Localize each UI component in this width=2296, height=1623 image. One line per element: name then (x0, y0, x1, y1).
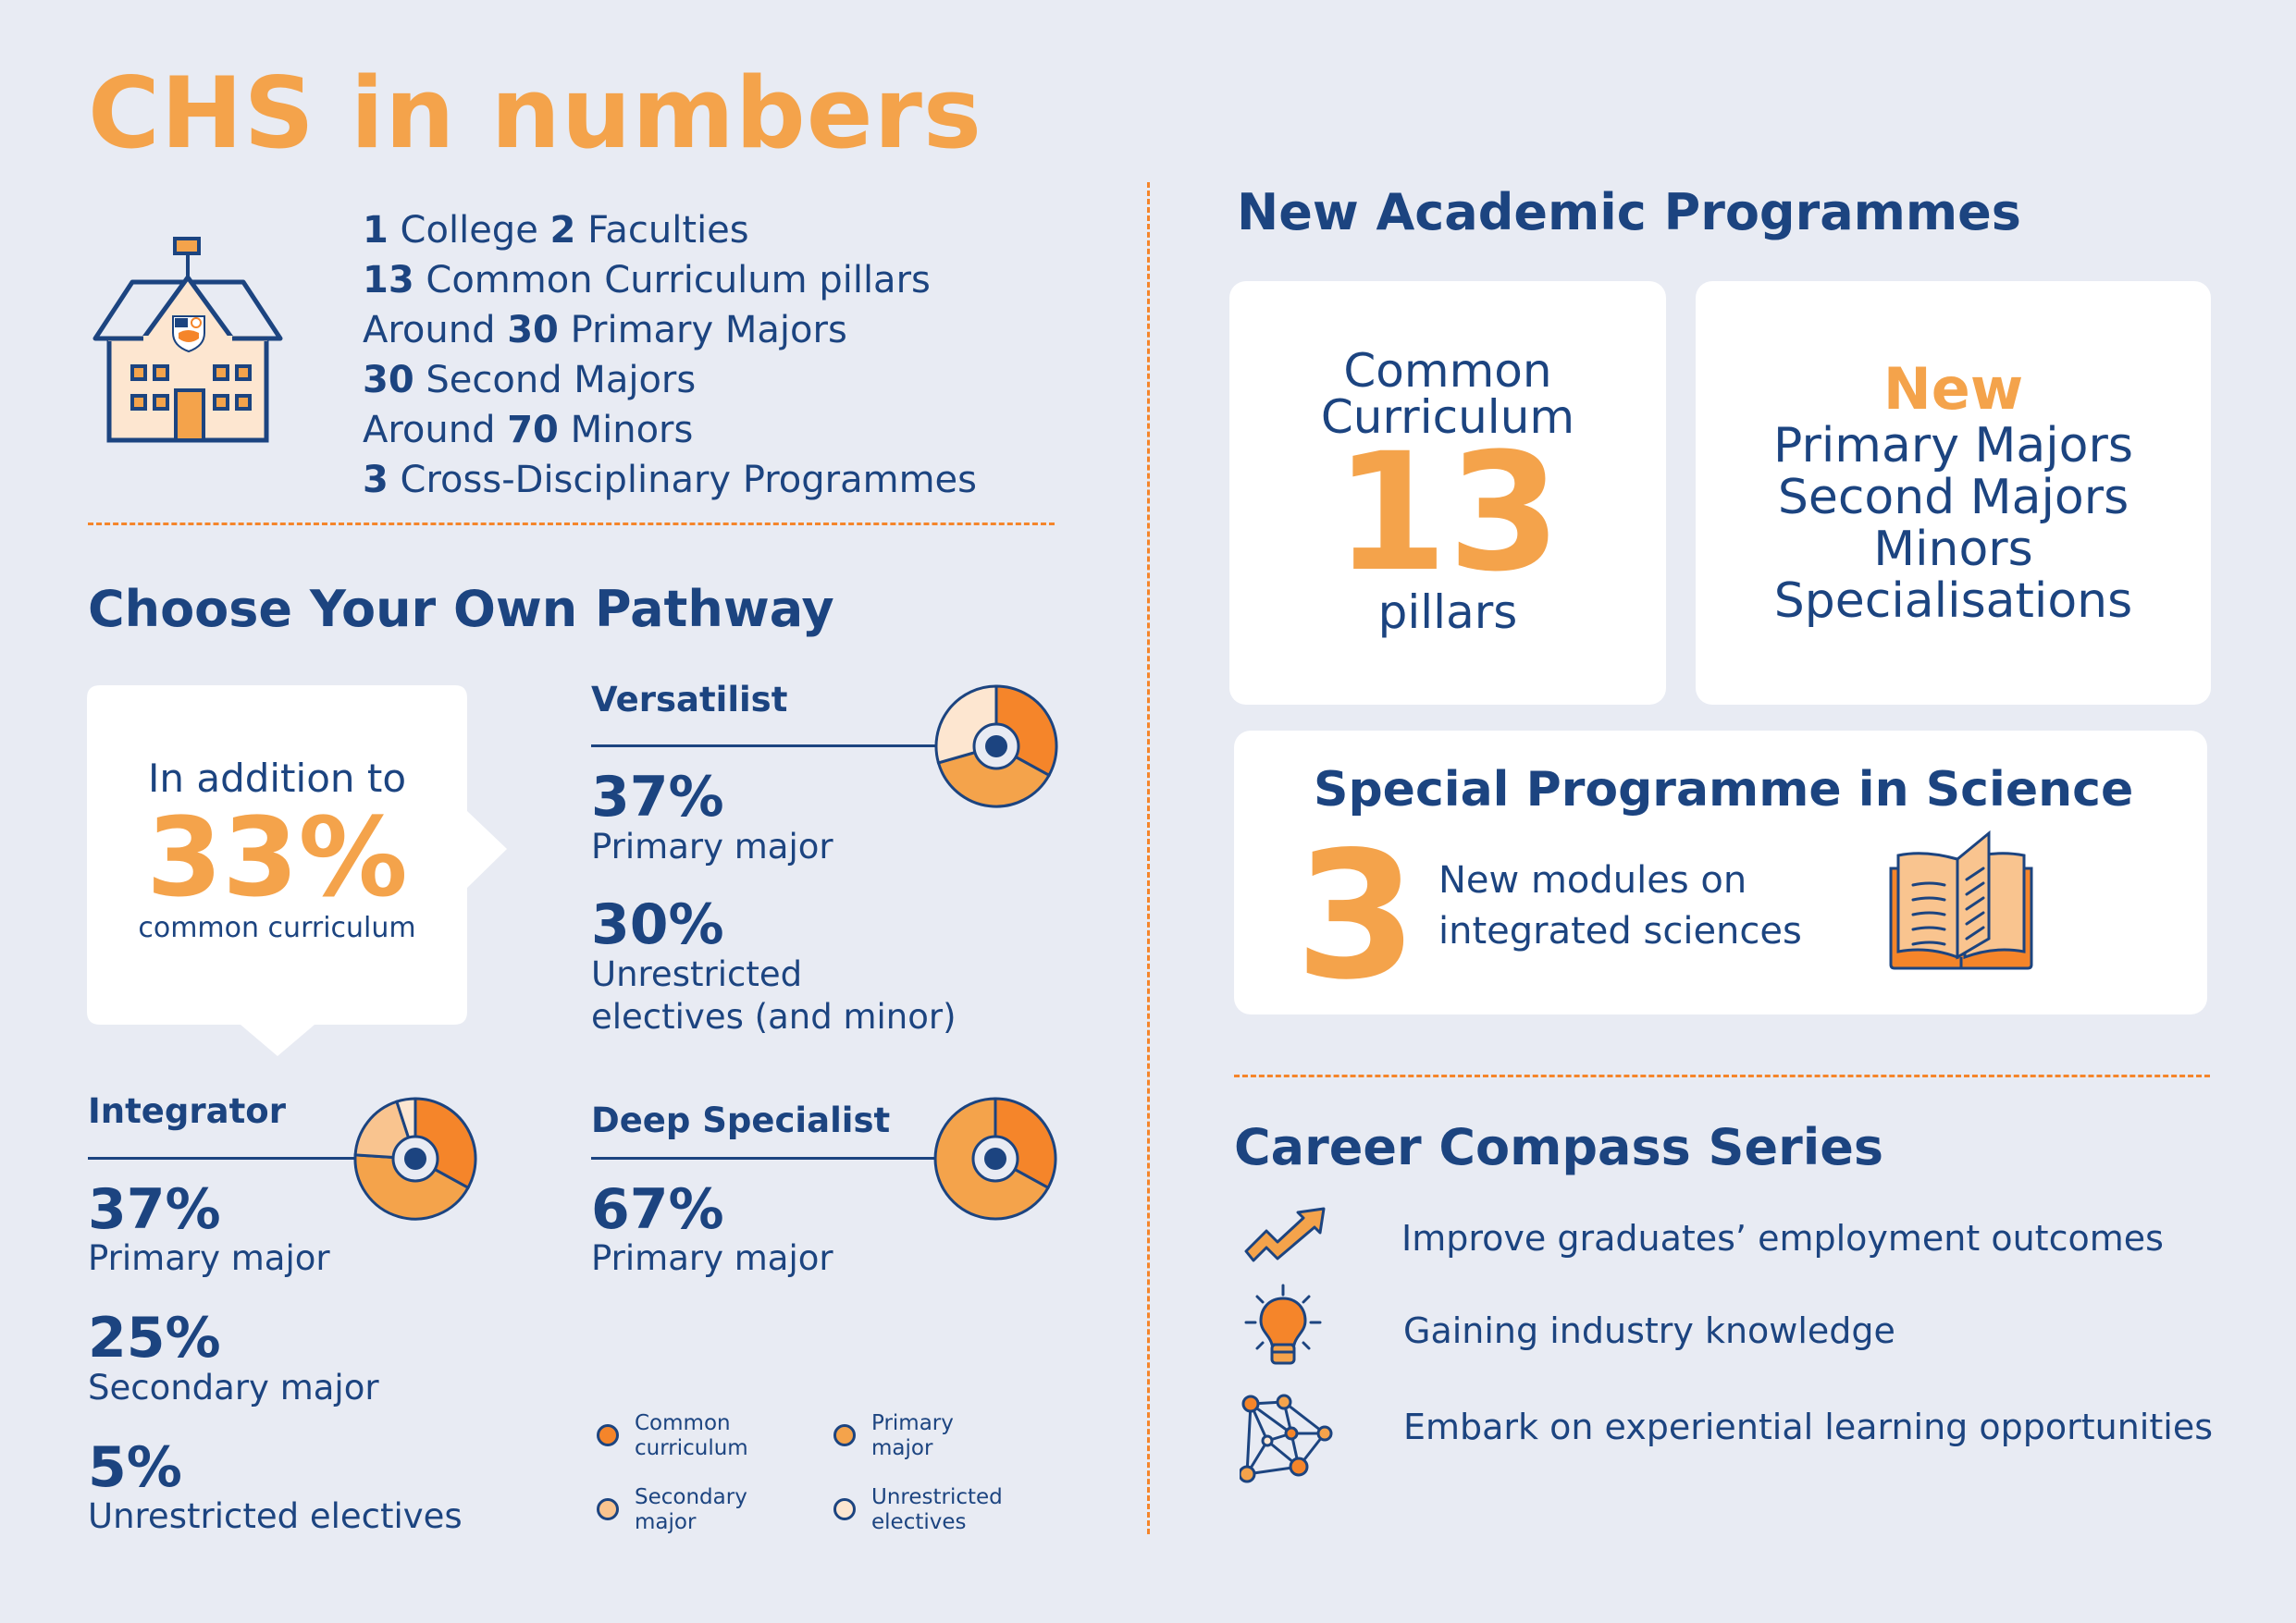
legend-dot-unrestricted-electives (833, 1498, 856, 1520)
trending-up-icon (1244, 1207, 1326, 1262)
legend-dot-common-curriculum (597, 1424, 619, 1446)
programme-item: Primary Majors (1773, 418, 2133, 473)
lightbulb-icon (1244, 1284, 1322, 1365)
programmes-heading: New Academic Programmes (1237, 183, 2021, 241)
facts-list: 1 College 2 Faculties 13 Common Curricul… (363, 205, 977, 505)
divider-right (1234, 1075, 2210, 1077)
fact-item: 13 Common Curriculum pillars (363, 259, 931, 301)
network-icon (1240, 1394, 1333, 1483)
versatilist-donut-chart (934, 684, 1058, 808)
science-description: New modules on integrated sciences (1438, 859, 1802, 953)
integrator-stat-label: Unrestricted electives (88, 1496, 463, 1536)
divider-left (88, 523, 1055, 525)
legend-dot-primary-major (833, 1424, 856, 1446)
callout-intro: In addition to (147, 756, 407, 801)
integrator-stat-label: Secondary major (88, 1368, 379, 1408)
legend-label: Common curriculum (635, 1411, 748, 1460)
integrator-donut-chart (353, 1097, 477, 1221)
programme-item: Minors (1873, 522, 2033, 577)
career-heading: Career Compass Series (1234, 1118, 1883, 1176)
deep-specialist-stat-label: Primary major (591, 1238, 833, 1278)
versatilist-stat-label: Primary major (591, 827, 833, 867)
page-title: CHS in numbers (88, 56, 982, 170)
pathway-heading: Choose Your Own Pathway (88, 580, 834, 638)
callout-content: In addition to 33% common curriculum (87, 755, 467, 945)
deep-specialist-donut-chart (933, 1097, 1057, 1221)
integrator-stat-value: 25% (88, 1306, 221, 1371)
versatilist-stat-value: 37% (591, 765, 724, 830)
legend-label: Primary major (871, 1411, 954, 1460)
legend-label: Unrestricted electives (871, 1485, 1003, 1534)
common-curriculum-card: Common Curriculum 13 pillars (1229, 281, 1666, 705)
versatilist-stat-value: 30% (591, 892, 724, 957)
integrator-stat-value: 37% (88, 1177, 221, 1242)
legend-label: Secondary major (635, 1485, 747, 1534)
deep-specialist-rule (591, 1157, 935, 1160)
integrator-title: Integrator (88, 1091, 286, 1131)
callout-label: common curriculum (138, 912, 416, 944)
versatilist-title: Versatilist (591, 680, 788, 719)
fact-item: Around 70 Minors (363, 409, 694, 451)
versatilist-stat-label: electives (and minor) (591, 997, 957, 1037)
deep-specialist-stat-value: 67% (591, 1177, 724, 1242)
new-badge: New (1882, 355, 2024, 423)
open-book-icon (1889, 830, 2033, 970)
programme-item: Specialisations (1773, 573, 2133, 629)
fact-item: 1 College 2 Faculties (363, 209, 749, 252)
integrator-stat-value: 5% (88, 1435, 182, 1500)
versatilist-rule (591, 744, 935, 747)
programme-item: Second Majors (1777, 470, 2129, 525)
divider-vertical (1147, 182, 1150, 1534)
fact-item: Around 30 Primary Majors (363, 309, 847, 351)
career-item-text: Improve graduates’ employment outcomes (1401, 1218, 2164, 1259)
legend: Common curriculum Primary major Secondary m… (597, 1411, 1022, 1541)
science-module-count: 3 (1295, 814, 1418, 1018)
versatilist-stat-label: Unrestricted (591, 954, 803, 994)
career-item-text: Gaining industry knowledge (1403, 1310, 1895, 1351)
science-card (1234, 731, 2207, 1014)
fact-item: 3 Cross-Disciplinary Programmes (363, 459, 977, 501)
school-building-icon (93, 237, 283, 443)
new-programmes-card: New Primary Majors Second Majors Minors … (1696, 281, 2211, 705)
integrator-stat-label: Primary major (88, 1238, 330, 1278)
callout-box (87, 685, 507, 1056)
pillars-count: 13 (1334, 418, 1562, 608)
deep-specialist-title: Deep Specialist (591, 1100, 891, 1140)
legend-dot-secondary-major (597, 1498, 619, 1520)
fact-item: 30 Second Majors (363, 359, 697, 401)
callout-value: 33% (146, 793, 408, 921)
career-item-text: Embark on experiential learning opportun… (1403, 1407, 2214, 1447)
science-title: Special Programme in Science (1314, 762, 2134, 818)
integrator-rule (88, 1157, 356, 1160)
